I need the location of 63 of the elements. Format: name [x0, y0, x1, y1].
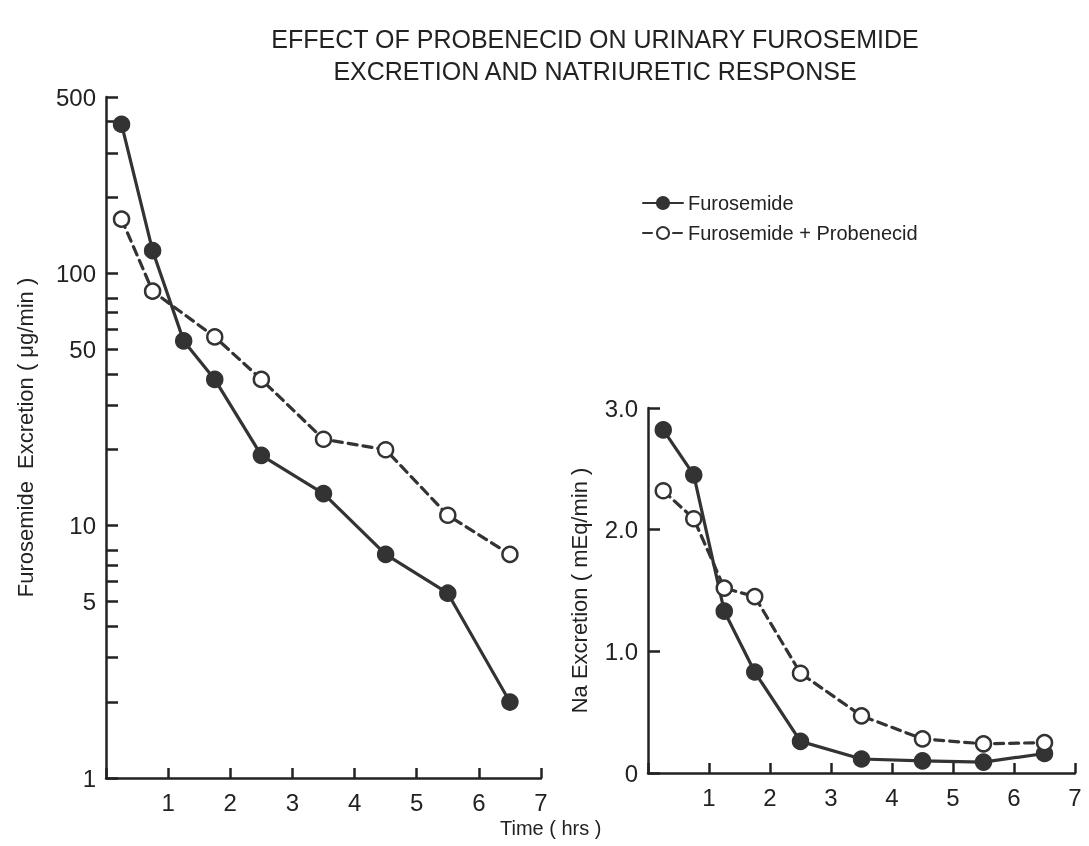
point — [913, 752, 932, 770]
x-tick-label: 4 — [885, 783, 899, 811]
x-tick-label: 1 — [702, 783, 716, 811]
point — [791, 732, 810, 751]
x-tick-label: 2 — [223, 788, 237, 816]
point — [439, 584, 457, 602]
x-tick-label: 3 — [285, 788, 300, 816]
point — [376, 545, 395, 564]
point — [746, 587, 764, 606]
point — [654, 481, 672, 500]
x-axis-title: Time ( hrs ) — [500, 817, 602, 839]
x-tick-label: 5 — [946, 783, 960, 811]
x-tick-label: 6 — [1007, 783, 1021, 811]
point — [715, 602, 733, 620]
point — [314, 484, 333, 503]
x-tick-label: 7 — [1068, 783, 1082, 811]
y-tick-label: 0 — [624, 759, 638, 787]
point — [206, 328, 224, 346]
x-tick-label: 7 — [534, 788, 548, 816]
y-tick-label: 2.0 — [604, 516, 638, 544]
x-tick-label: 5 — [410, 788, 424, 816]
point — [685, 509, 703, 528]
point — [439, 506, 457, 524]
point — [252, 370, 271, 389]
point — [143, 241, 162, 260]
point — [314, 430, 333, 449]
point — [746, 663, 764, 681]
y-axis-title: Na Excretion ( mEq/min ) — [566, 467, 592, 714]
x-tick-label: 2 — [763, 783, 777, 811]
y-tick-label: 1.0 — [604, 637, 638, 665]
text: EFFECT OF PROBENECID ON URINARY FUROSEMIDE EXCRETION AND NATRIURETIC RESPONSE — [271, 25, 919, 85]
x-tick-label: 6 — [472, 788, 486, 816]
x-tick-label: 1 — [161, 788, 175, 816]
point — [174, 332, 193, 350]
point — [974, 753, 993, 771]
y-tick-label: 10 — [69, 512, 96, 540]
point — [974, 735, 993, 753]
y-axis-title: Furosemide Excretion ( μg/min ) — [12, 277, 38, 598]
point — [654, 421, 672, 439]
point — [913, 730, 932, 748]
point — [791, 664, 810, 682]
point — [112, 115, 131, 133]
point — [685, 466, 703, 484]
point — [852, 750, 871, 768]
point — [852, 707, 871, 725]
point — [501, 545, 519, 564]
point — [252, 446, 271, 465]
point — [206, 370, 224, 389]
y-tick-label: 5 — [82, 588, 96, 616]
y-tick-label: 3.0 — [604, 394, 638, 422]
y-tick-label: 100 — [55, 259, 96, 287]
y-tick-label: 500 — [55, 83, 96, 111]
legend-label: Furosemide — [688, 192, 794, 214]
y-tick-label: 50 — [69, 335, 96, 363]
point — [112, 210, 131, 228]
point — [143, 282, 162, 300]
x-tick-label: 4 — [347, 788, 362, 816]
point — [376, 440, 395, 459]
y-tick-label: 1 — [82, 764, 96, 792]
point — [715, 579, 733, 597]
legend-label: Furosemide + Probenecid — [688, 222, 918, 244]
x-tick-label: 3 — [824, 783, 838, 811]
point — [501, 693, 519, 711]
